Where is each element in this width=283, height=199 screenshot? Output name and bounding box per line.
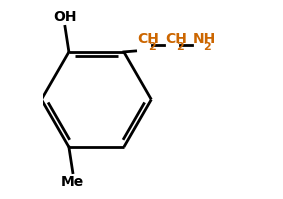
- Text: OH: OH: [53, 11, 77, 24]
- Text: NH: NH: [192, 32, 216, 46]
- Text: CH: CH: [138, 32, 159, 46]
- Text: CH: CH: [165, 32, 187, 46]
- Text: 2: 2: [176, 42, 183, 52]
- Text: Me: Me: [61, 175, 84, 188]
- Text: 2: 2: [203, 42, 211, 52]
- Text: 2: 2: [148, 42, 156, 52]
